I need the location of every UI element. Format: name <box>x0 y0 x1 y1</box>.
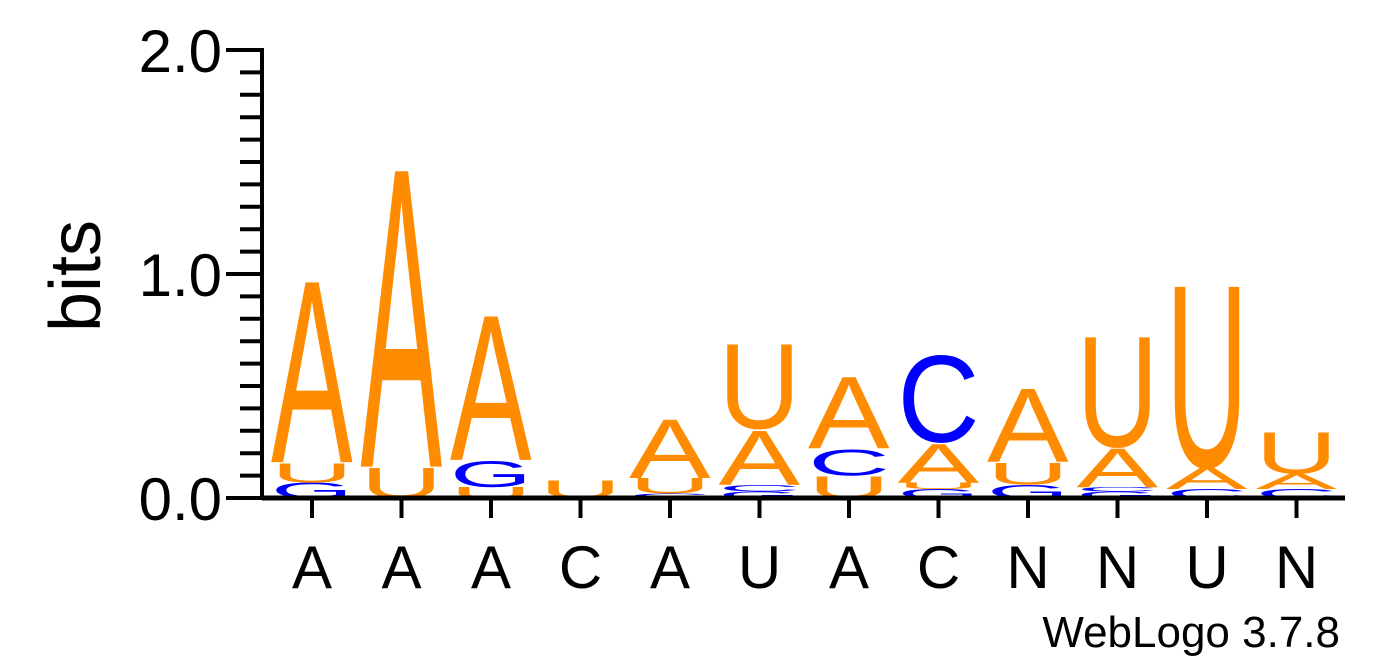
y-tick-label: 2.0 <box>139 18 222 85</box>
logo-letter-a: A <box>1256 469 1338 494</box>
x-tick-label: U <box>738 534 781 601</box>
logo-letter-c: C <box>808 442 890 484</box>
logo-letter-a: A <box>450 272 532 505</box>
logo-letter-g: G <box>450 453 532 495</box>
y-axis-label: bits <box>36 220 116 332</box>
x-tick-label: A <box>829 534 869 601</box>
x-tick-label: N <box>1006 534 1049 601</box>
y-tick-label: 0.0 <box>139 466 222 533</box>
x-tick-label: C <box>917 534 960 601</box>
logo-letter-u: U <box>719 319 801 454</box>
x-tick-label: A <box>471 534 511 601</box>
logo-letter-a: A <box>898 432 980 494</box>
logo-letter-c: C <box>1077 486 1159 493</box>
logo-letter-u: U <box>271 457 353 488</box>
logo-letter-a: A <box>629 403 711 497</box>
logo-letter-a: A <box>271 227 353 519</box>
logo-letter-u: U <box>1166 231 1248 523</box>
logo-letter-c: C <box>719 483 801 493</box>
x-tick-label: N <box>1096 534 1139 601</box>
logo-letter-a: A <box>1077 437 1159 499</box>
weblogo-credit: WebLogo 3.7.8 <box>1042 608 1340 657</box>
axes: 0.01.02.0A A A C A U A C N N U N <box>139 18 1345 601</box>
logo-letter-g: G <box>719 490 801 500</box>
x-tick-label: A <box>650 534 690 601</box>
x-tick-label: C <box>559 534 602 601</box>
logo-letter-a: A <box>719 414 801 501</box>
logo-letter-c: C <box>898 330 980 469</box>
logo-letter-a: A <box>808 356 890 471</box>
logo-letter-g: G <box>1077 490 1159 500</box>
x-tick-label: N <box>1275 534 1318 601</box>
logo-letter-u: U <box>987 457 1069 492</box>
x-tick-label: U <box>1185 534 1228 601</box>
x-tick-label: A <box>292 534 332 601</box>
y-tick-label: 1.0 <box>139 242 222 309</box>
logo-letter-a: A <box>361 78 443 558</box>
logo-letter-u: U <box>898 481 980 491</box>
logo-letter-u: U <box>629 474 711 498</box>
logo-letter-a: A <box>1166 461 1248 496</box>
logo-letter-u: U <box>1256 420 1338 486</box>
x-tick-label: A <box>381 534 421 601</box>
logo-letter-a: A <box>987 367 1069 485</box>
logo-letter-u: U <box>1077 304 1159 481</box>
logo-letter-stacks: GUAUAUGAUCUAGCAUUCAGUACGUAGCAUCAUCAU <box>271 78 1338 558</box>
